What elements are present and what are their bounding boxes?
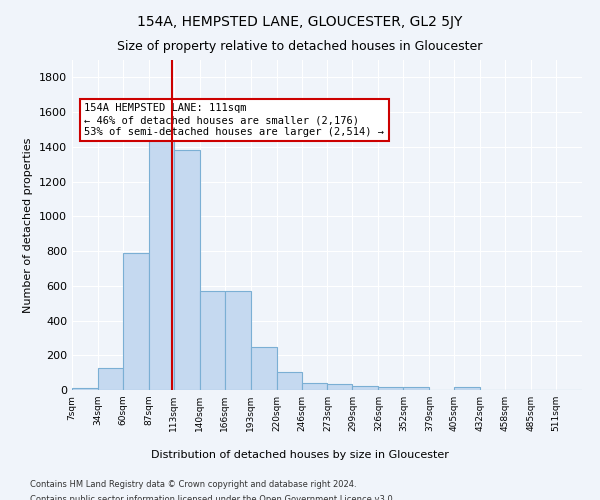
Text: Distribution of detached houses by size in Gloucester: Distribution of detached houses by size … xyxy=(151,450,449,460)
Bar xyxy=(174,150,200,390)
Text: 154A HEMPSTED LANE: 111sqm
← 46% of detached houses are smaller (2,176)
53% of s: 154A HEMPSTED LANE: 111sqm ← 46% of deta… xyxy=(85,104,385,136)
Bar xyxy=(379,388,403,390)
Bar xyxy=(149,134,174,390)
Text: Size of property relative to detached houses in Gloucester: Size of property relative to detached ho… xyxy=(118,40,482,53)
Bar xyxy=(123,253,149,390)
Bar xyxy=(72,388,98,390)
Bar xyxy=(352,386,379,390)
Bar xyxy=(454,388,480,390)
Text: Contains public sector information licensed under the Open Government Licence v3: Contains public sector information licen… xyxy=(30,495,395,500)
Bar xyxy=(200,291,225,390)
Bar xyxy=(98,368,123,390)
Bar xyxy=(277,372,302,390)
Text: Contains HM Land Registry data © Crown copyright and database right 2024.: Contains HM Land Registry data © Crown c… xyxy=(30,480,356,489)
Bar xyxy=(302,383,328,390)
Bar xyxy=(225,291,251,390)
Bar xyxy=(403,388,429,390)
Bar xyxy=(328,384,352,390)
Bar xyxy=(251,346,277,390)
Y-axis label: Number of detached properties: Number of detached properties xyxy=(23,138,34,312)
Text: 154A, HEMPSTED LANE, GLOUCESTER, GL2 5JY: 154A, HEMPSTED LANE, GLOUCESTER, GL2 5JY xyxy=(137,15,463,29)
